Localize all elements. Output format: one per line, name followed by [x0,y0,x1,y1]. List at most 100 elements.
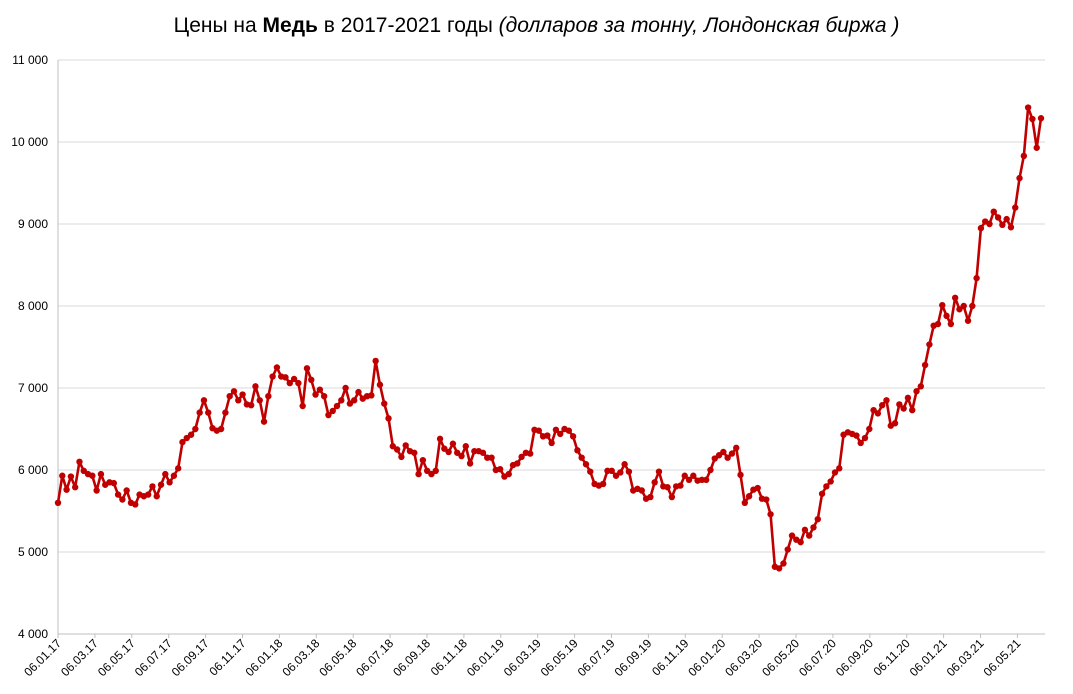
data-point [994,214,1002,221]
data-point [707,466,714,474]
data-point [874,410,882,417]
data-point [814,516,821,523]
data-point [526,450,534,457]
data-point [964,317,972,324]
data-point [496,465,504,473]
data-point [368,392,375,399]
data-point [149,483,156,490]
data-point [54,499,62,506]
data-point [350,397,358,404]
data-point [157,481,165,488]
x-axis-tick-labels: 06.01.1706.03.1706.05.1706.07.1706.09.17… [21,634,1024,679]
data-point [685,476,693,484]
data-point [308,376,315,383]
data-point [574,447,581,454]
x-tick-label: 06.07.19 [575,636,618,679]
data-point [1016,174,1023,182]
data-point [668,493,676,501]
data-point [320,393,328,400]
data-point [780,560,787,567]
data-point [488,454,495,461]
data-point [144,491,152,498]
data-point [166,479,173,486]
x-tick-label: 06.09.18 [390,636,433,679]
y-tick-label: 9 000 [18,217,48,231]
data-point [909,406,916,414]
data-point [544,432,551,439]
data-point [1012,204,1019,211]
data-point [926,341,933,348]
data-point [677,482,684,489]
data-point [432,467,439,475]
data-point [836,465,843,472]
data-point [286,379,293,387]
data-point [93,487,100,494]
x-tick-label: 06.01.21 [907,636,950,679]
data-point [479,449,487,456]
data-point [402,442,409,449]
data-point [831,469,839,476]
data-point [763,496,770,503]
series-line [56,106,1043,570]
data-point [741,499,749,506]
data-point [466,460,474,467]
data-point [608,467,615,475]
data-point [557,430,564,438]
data-point [230,388,238,395]
data-point [372,357,379,365]
data-point [990,208,997,215]
x-tick-label: 06.05.18 [316,636,359,679]
y-tick-label: 4 000 [18,627,48,641]
x-tick-label: 06.05.19 [538,636,581,679]
series-copper-price [54,104,1045,572]
data-point [385,415,392,422]
y-tick-label: 5 000 [18,545,48,559]
data-point [217,425,225,433]
data-point [745,493,753,500]
data-point [973,274,980,282]
data-point [514,460,521,467]
data-point [445,448,452,456]
data-point [110,479,118,487]
data-point [947,320,955,328]
data-point [436,435,444,443]
data-point [878,402,886,409]
data-point [89,472,96,479]
data-point [969,302,976,310]
data-point [290,375,298,383]
data-point [535,427,542,434]
data-point [647,493,654,501]
x-tick-label: 06.03.17 [58,636,101,679]
data-point [1037,115,1045,122]
data-point [376,381,384,388]
data-point [179,438,186,446]
data-point [200,397,208,404]
data-point [187,431,195,438]
x-tick-label: 06.01.19 [464,636,507,679]
data-point [355,388,362,396]
data-point [690,472,697,479]
data-point [419,456,427,464]
data-point [806,532,813,539]
data-point [132,501,139,508]
data-point [939,301,946,309]
x-tick-label: 06.03.21 [944,636,987,679]
data-point [960,302,967,310]
data-point [114,491,122,498]
data-point [282,374,289,381]
data-point [587,468,594,475]
data-point [702,476,710,484]
data-point [398,453,405,461]
x-tick-label: 06.09.17 [169,636,212,679]
data-point [681,472,688,479]
title-commodity: Медь [262,14,318,37]
y-tick-label: 10 000 [11,135,48,149]
data-point [767,511,774,518]
data-point [784,546,791,553]
x-tick-label: 06.03.18 [279,636,322,679]
x-tick-label: 06.11.18 [428,636,471,679]
data-point [801,526,809,534]
data-point [63,486,70,493]
data-point [548,439,555,447]
data-point [325,411,332,419]
